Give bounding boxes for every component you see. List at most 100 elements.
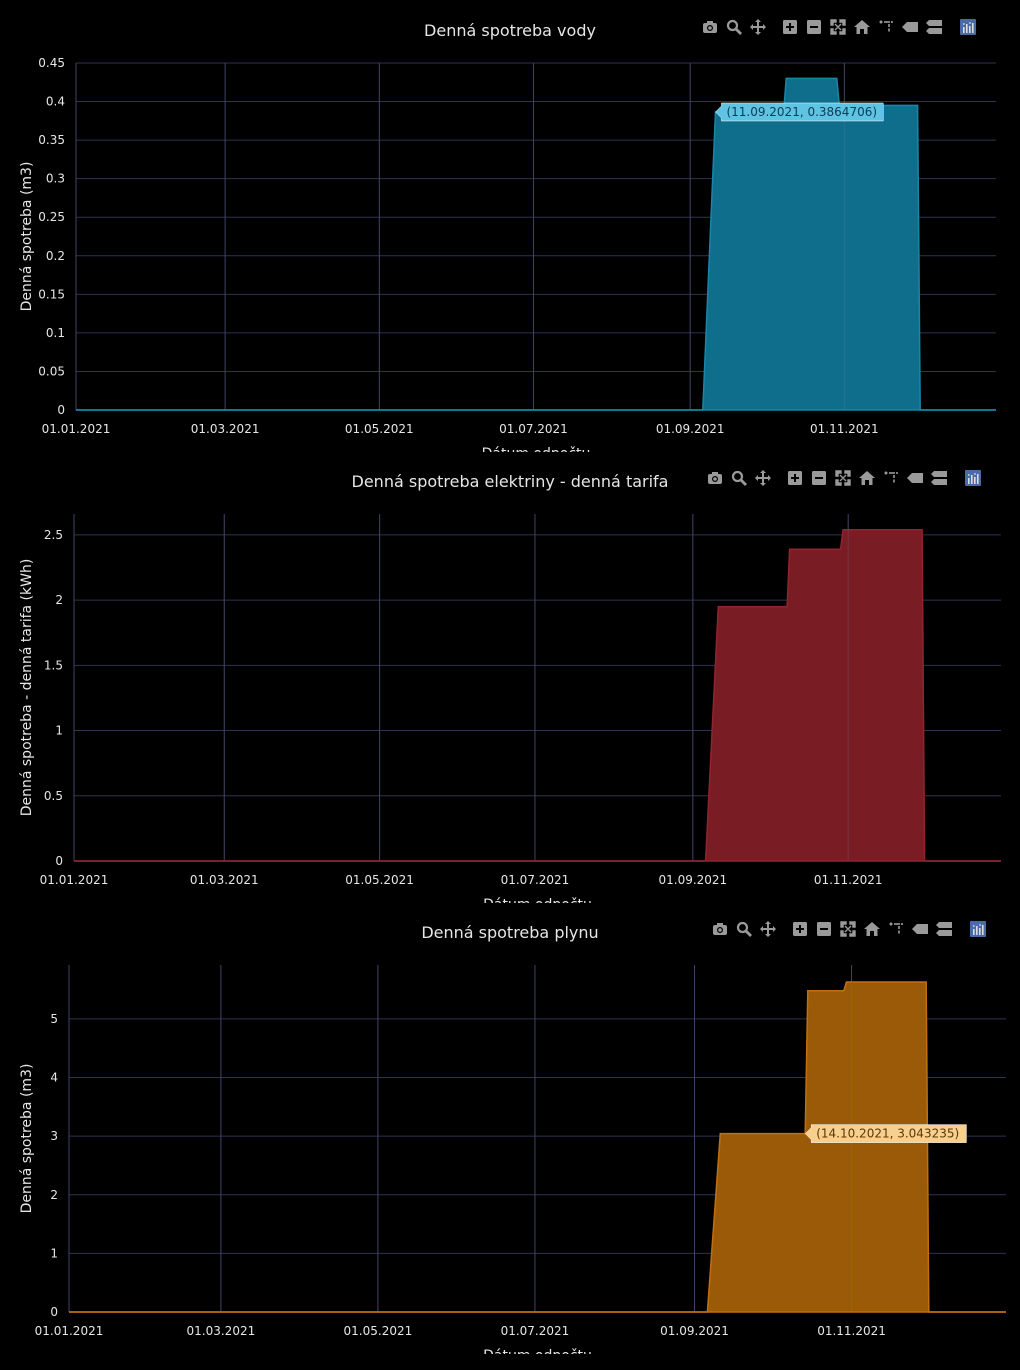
chart-panel-electricity: Denná spotreba elektriny - denná tarifa … bbox=[0, 451, 1020, 903]
hover-tooltip: (11.09.2021, 0.3864706) bbox=[715, 102, 884, 122]
y-tick-label: 0.05 bbox=[38, 364, 65, 378]
modebar bbox=[711, 918, 987, 940]
zoom-out-icon[interactable] bbox=[815, 920, 833, 938]
x-tick-label: 01.09.2021 bbox=[658, 873, 727, 887]
spike-lines-icon[interactable] bbox=[877, 18, 895, 36]
modebar bbox=[701, 16, 977, 38]
pan-icon[interactable] bbox=[749, 18, 767, 36]
spike-lines-icon[interactable] bbox=[887, 920, 905, 938]
zoom-in-icon[interactable] bbox=[791, 920, 809, 938]
hover-closest-icon[interactable] bbox=[906, 469, 924, 487]
hover-tooltip: (14.10.2021, 3.043235) bbox=[804, 1124, 967, 1143]
y-axis-title: Denná spotreba - denná tarifa (kWh) bbox=[19, 559, 35, 817]
y-tick-label: 0 bbox=[57, 403, 65, 417]
home-icon[interactable] bbox=[863, 920, 881, 938]
hover-compare-icon[interactable] bbox=[935, 920, 953, 938]
zoom-icon[interactable] bbox=[735, 920, 753, 938]
y-tick-label: 0.2 bbox=[46, 249, 65, 263]
y-tick-label: 0 bbox=[50, 1305, 58, 1319]
y-tick-label: 0 bbox=[55, 854, 63, 868]
x-tick-label: 01.01.2021 bbox=[40, 873, 109, 887]
y-tick-label: 2.5 bbox=[44, 528, 63, 542]
zoom-in-icon[interactable] bbox=[781, 18, 799, 36]
x-tick-label: 01.11.2021 bbox=[810, 422, 879, 436]
x-tick-label: 01.07.2021 bbox=[499, 422, 568, 436]
series-area[interactable] bbox=[69, 982, 1006, 1312]
y-tick-label: 1.5 bbox=[44, 658, 63, 672]
camera-icon[interactable] bbox=[701, 18, 719, 36]
x-tick-label: 01.09.2021 bbox=[656, 422, 725, 436]
zoom-in-icon[interactable] bbox=[786, 469, 804, 487]
pan-icon[interactable] bbox=[759, 920, 777, 938]
y-tick-label: 1 bbox=[55, 724, 63, 738]
chart-svg: 0 0.05 0.1 0.15 0.2 0.25 0.3 0.35 0.4 0.45 01.01.2… bbox=[19, 56, 996, 452]
x-axis-title: Dátum odpočtu bbox=[483, 897, 592, 903]
zoom-out-icon[interactable] bbox=[810, 469, 828, 487]
pan-icon[interactable] bbox=[754, 469, 772, 487]
tooltip-text: (11.09.2021, 0.3864706) bbox=[726, 105, 877, 119]
hover-closest-icon[interactable] bbox=[901, 18, 919, 36]
chart-panel-gas: Denná spotreba plynu 0 1 2 3 4 5 01.01.2021 01.… bbox=[0, 902, 1020, 1354]
x-tick-label: 01.07.2021 bbox=[501, 873, 570, 887]
spike-lines-icon[interactable] bbox=[882, 469, 900, 487]
y-tick-label: 0.3 bbox=[46, 172, 65, 186]
y-tick-label: 2 bbox=[50, 1188, 58, 1202]
autoscale-icon[interactable] bbox=[839, 920, 857, 938]
y-tick-label: 0.1 bbox=[46, 326, 65, 340]
modebar bbox=[706, 467, 982, 489]
y-tick-label: 3 bbox=[50, 1129, 58, 1143]
hover-compare-icon[interactable] bbox=[925, 18, 943, 36]
zoom-out-icon[interactable] bbox=[805, 18, 823, 36]
x-tick-label: 01.01.2021 bbox=[35, 1324, 104, 1338]
hover-closest-icon[interactable] bbox=[911, 920, 929, 938]
plotly-logo-icon[interactable] bbox=[964, 469, 982, 487]
x-tick-label: 01.09.2021 bbox=[660, 1324, 729, 1338]
series-area[interactable] bbox=[74, 529, 1001, 861]
x-tick-label: 01.11.2021 bbox=[814, 873, 883, 887]
x-tick-label: 01.05.2021 bbox=[344, 1324, 413, 1338]
y-tick-label: 2 bbox=[55, 593, 63, 607]
plotly-logo-icon[interactable] bbox=[969, 920, 987, 938]
camera-icon[interactable] bbox=[706, 469, 724, 487]
autoscale-icon[interactable] bbox=[834, 469, 852, 487]
y-axis-title: Denná spotreba (m3) bbox=[19, 1064, 35, 1214]
x-tick-label: 01.05.2021 bbox=[345, 873, 414, 887]
x-tick-label: 01.03.2021 bbox=[191, 422, 260, 436]
chart-title: Denná spotreba plynu bbox=[421, 923, 599, 942]
y-tick-label: 0.45 bbox=[38, 56, 65, 70]
tooltip-text: (14.10.2021, 3.043235) bbox=[816, 1127, 959, 1141]
y-tick-label: 1 bbox=[50, 1246, 58, 1260]
chart-title: Denná spotreba elektriny - denná tarifa bbox=[351, 472, 669, 491]
y-tick-label: 4 bbox=[50, 1071, 58, 1085]
x-tick-label: 01.11.2021 bbox=[817, 1324, 886, 1338]
y-tick-label: 0.5 bbox=[44, 789, 63, 803]
x-axis-title: Dátum odpočtu bbox=[483, 1348, 592, 1354]
x-tick-label: 01.03.2021 bbox=[190, 873, 259, 887]
y-tick-label: 0.4 bbox=[46, 95, 65, 109]
y-tick-label: 5 bbox=[50, 1012, 58, 1026]
chart-svg: 0 0.5 1 1.5 2 2.5 01.01.2021 01.03.2021 01.05.20… bbox=[19, 514, 1001, 903]
home-icon[interactable] bbox=[858, 469, 876, 487]
y-tick-label: 0.35 bbox=[38, 133, 65, 147]
series-area[interactable] bbox=[76, 78, 996, 411]
chart-svg: 0 1 2 3 4 5 01.01.2021 01.03.2021 01.05.2021 01.0… bbox=[19, 965, 1006, 1354]
x-axis-title: Dátum odpočtu bbox=[482, 446, 591, 452]
autoscale-icon[interactable] bbox=[829, 18, 847, 36]
series-line bbox=[76, 77, 996, 411]
chart-panel-water: Denná spotreba vody 0 0.05 0.1 0.15 0.2 0.25 0… bbox=[0, 0, 1020, 452]
home-icon[interactable] bbox=[853, 18, 871, 36]
zoom-icon[interactable] bbox=[730, 469, 748, 487]
plotly-logo-icon[interactable] bbox=[959, 18, 977, 36]
y-axis-title: Denná spotreba (m3) bbox=[19, 162, 35, 312]
zoom-icon[interactable] bbox=[725, 18, 743, 36]
hover-compare-icon[interactable] bbox=[930, 469, 948, 487]
x-tick-label: 01.03.2021 bbox=[187, 1324, 256, 1338]
series-line bbox=[74, 528, 1001, 862]
x-tick-label: 01.01.2021 bbox=[42, 422, 111, 436]
y-tick-label: 0.15 bbox=[38, 287, 65, 301]
x-tick-label: 01.05.2021 bbox=[345, 422, 414, 436]
y-tick-label: 0.25 bbox=[38, 210, 65, 224]
series-line bbox=[69, 981, 1006, 1313]
camera-icon[interactable] bbox=[711, 920, 729, 938]
chart-title: Denná spotreba vody bbox=[424, 21, 596, 40]
